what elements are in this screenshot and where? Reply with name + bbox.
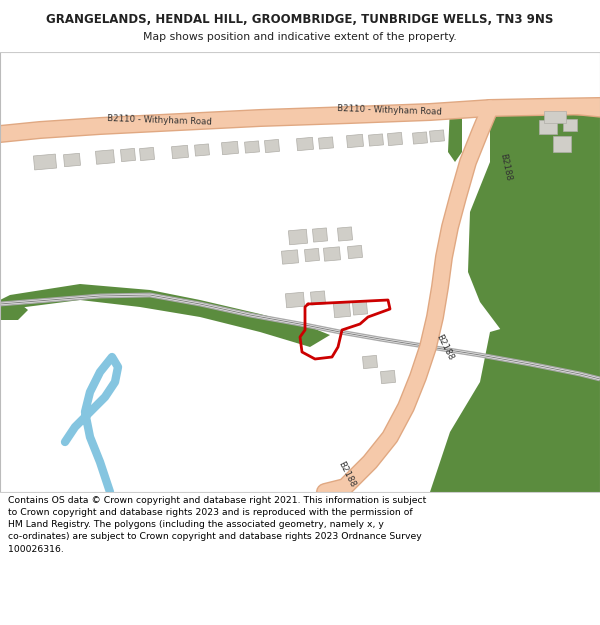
- Bar: [323, 247, 341, 261]
- Text: Map shows position and indicative extent of the property.: Map shows position and indicative extent…: [143, 32, 457, 42]
- Bar: [380, 371, 395, 384]
- Bar: [194, 144, 209, 156]
- Bar: [121, 148, 136, 162]
- Bar: [140, 148, 154, 161]
- Bar: [539, 120, 557, 134]
- Bar: [347, 246, 362, 259]
- Bar: [563, 119, 577, 131]
- Bar: [553, 136, 571, 152]
- Bar: [221, 141, 238, 154]
- Bar: [347, 134, 364, 148]
- Polygon shape: [555, 107, 600, 192]
- Bar: [319, 137, 334, 149]
- Polygon shape: [0, 302, 28, 320]
- Bar: [368, 134, 383, 146]
- Bar: [64, 153, 80, 167]
- Bar: [413, 132, 427, 144]
- Text: B2110 - Withyham Road: B2110 - Withyham Road: [337, 104, 443, 116]
- Polygon shape: [430, 312, 600, 492]
- Bar: [310, 291, 326, 305]
- Bar: [296, 138, 313, 151]
- Polygon shape: [0, 284, 330, 347]
- Bar: [305, 248, 319, 262]
- Bar: [289, 229, 308, 245]
- Bar: [34, 154, 56, 170]
- Bar: [337, 227, 353, 241]
- Polygon shape: [448, 107, 462, 162]
- Text: B2188: B2188: [337, 459, 358, 489]
- Bar: [95, 150, 115, 164]
- Text: B2110 - Withyham Road: B2110 - Withyham Road: [107, 114, 212, 126]
- Bar: [352, 301, 368, 315]
- Text: Contains OS data © Crown copyright and database right 2021. This information is : Contains OS data © Crown copyright and d…: [8, 496, 426, 554]
- Bar: [245, 141, 259, 153]
- Bar: [388, 132, 403, 146]
- Text: B2188: B2188: [434, 332, 455, 361]
- Bar: [544, 111, 566, 123]
- Bar: [430, 130, 445, 142]
- Bar: [286, 292, 305, 308]
- Bar: [313, 228, 328, 242]
- Bar: [265, 139, 280, 152]
- Polygon shape: [540, 362, 600, 492]
- Bar: [362, 356, 377, 369]
- Polygon shape: [468, 107, 600, 362]
- Bar: [172, 146, 188, 159]
- Bar: [334, 302, 350, 318]
- Text: B2188: B2188: [497, 152, 512, 182]
- Bar: [281, 250, 299, 264]
- Text: GRANGELANDS, HENDAL HILL, GROOMBRIDGE, TUNBRIDGE WELLS, TN3 9NS: GRANGELANDS, HENDAL HILL, GROOMBRIDGE, T…: [46, 13, 554, 26]
